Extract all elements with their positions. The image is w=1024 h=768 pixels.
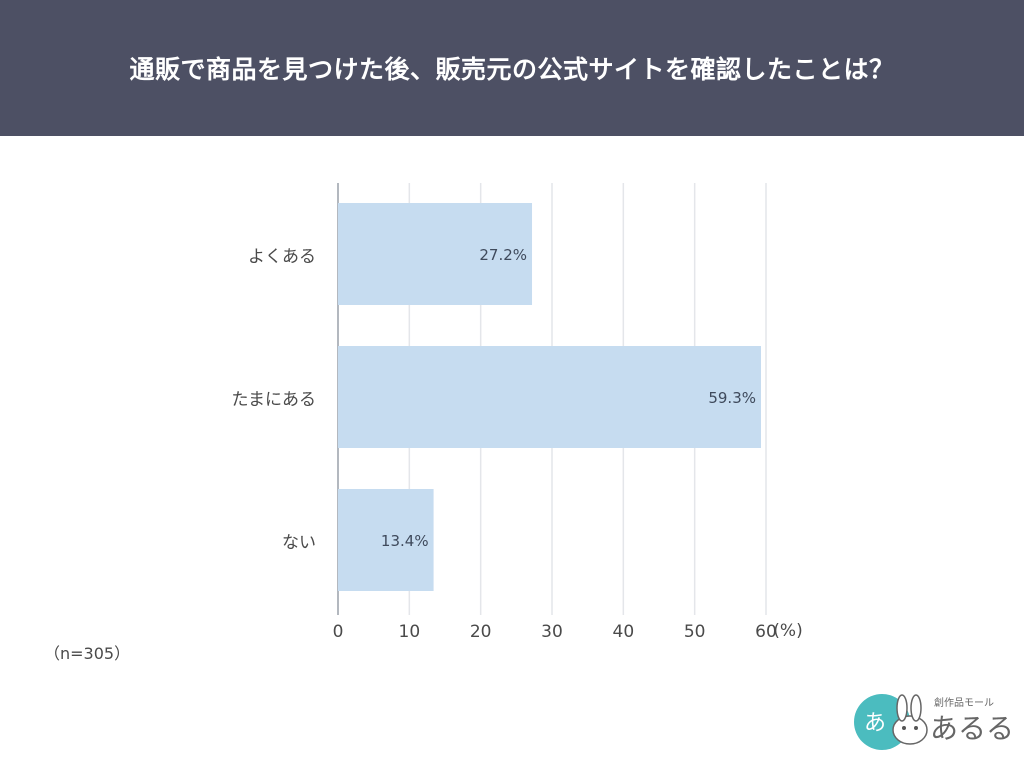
sample-size-note: （n=305） bbox=[44, 644, 131, 663]
svg-text:あるる: あるる bbox=[930, 712, 1012, 745]
x-tick-label: 10 bbox=[399, 622, 421, 642]
bar bbox=[338, 203, 533, 305]
bar bbox=[338, 489, 434, 591]
data-label: 59.3% bbox=[708, 389, 756, 407]
brand-logo: あ 創作品モール あるる bbox=[852, 690, 1012, 752]
svg-text:あ: あ bbox=[864, 711, 886, 736]
bar bbox=[338, 346, 762, 448]
x-tick-label: 60 bbox=[755, 622, 777, 642]
category-label: よくある bbox=[248, 247, 316, 267]
x-tick-label: 0 bbox=[333, 622, 344, 642]
category-label: たまにある bbox=[232, 390, 317, 410]
x-unit-label: (%) bbox=[773, 621, 802, 641]
page-title: 通販で商品を見つけた後、販売元の公式サイトを確認したことは？ bbox=[129, 55, 895, 84]
x-tick-label: 30 bbox=[541, 622, 563, 642]
data-label: 27.2% bbox=[479, 246, 527, 264]
rabbit-logo-icon: あ 創作品モール あるる bbox=[854, 694, 1012, 750]
category-label: ない bbox=[282, 533, 316, 553]
x-tick-label: 20 bbox=[470, 622, 492, 642]
svg-text:創作品モール: 創作品モール bbox=[934, 697, 994, 709]
x-tick-label: 50 bbox=[684, 622, 706, 642]
title-banner: 通販で商品を見つけた後、販売元の公式サイトを確認したことは？ bbox=[0, 0, 1024, 136]
data-label: 13.4% bbox=[381, 532, 429, 550]
x-tick-label: 40 bbox=[613, 622, 635, 642]
